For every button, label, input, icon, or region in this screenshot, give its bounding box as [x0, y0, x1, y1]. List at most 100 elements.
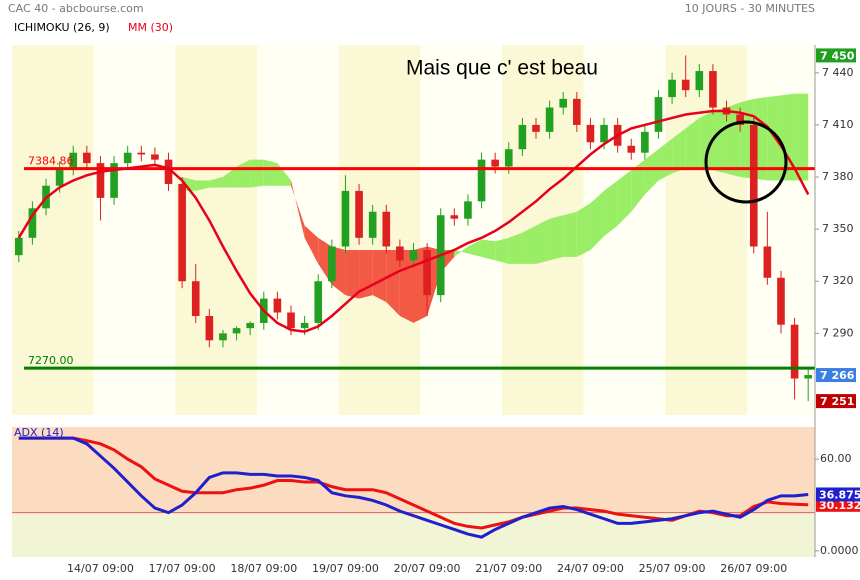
y-tick-label: 7 290 — [822, 326, 854, 339]
value-box — [816, 487, 860, 502]
price-marker-label: 7 251 — [820, 395, 854, 408]
day-band — [665, 45, 747, 415]
cloud-segment — [794, 93, 809, 181]
candle-body — [559, 98, 568, 108]
cloud-segment — [386, 249, 400, 316]
x-tick-label: 17/07 09:00 — [149, 562, 216, 575]
price-marker-label: 7 266 — [820, 369, 855, 382]
candle-body — [777, 277, 785, 325]
candle-body — [55, 168, 64, 186]
candle-body — [763, 246, 772, 278]
candle-body — [532, 124, 540, 132]
candle-body — [573, 98, 581, 125]
chart-title: CAC 40 - abcbourse.com — [8, 2, 144, 15]
cloud-segment — [549, 215, 564, 261]
candle-body — [246, 322, 254, 329]
cloud-segment — [535, 218, 550, 264]
candle-body — [641, 131, 649, 153]
cloud-segment — [780, 93, 795, 181]
cloud-segment — [522, 225, 536, 264]
candle-body — [627, 145, 636, 153]
zone — [12, 427, 815, 513]
annotation: Mais que c' est beau — [406, 57, 598, 80]
candle-body — [232, 328, 241, 334]
cloud-segment — [372, 249, 387, 303]
y-tick-label: 7 380 — [822, 170, 854, 183]
candle-body — [219, 333, 227, 341]
day-band — [175, 45, 257, 415]
indicator-label: ICHIMOKU (26, 9) — [14, 21, 110, 34]
candle-body — [14, 237, 23, 256]
price-marker — [816, 394, 856, 409]
candle-body — [804, 375, 813, 379]
cloud-segment — [304, 225, 319, 264]
cloud-segment — [672, 128, 686, 174]
chart-subtitle: 10 JOURS - 30 MINUTES — [685, 2, 815, 15]
y-tick-label: 0.0000 — [820, 544, 859, 557]
candle-body — [504, 149, 513, 167]
candle-body — [314, 281, 323, 323]
cloud-segment — [699, 111, 713, 171]
x-tick-label: 20/07 09:00 — [394, 562, 461, 575]
x-tick-label: 25/07 09:00 — [639, 562, 706, 575]
cloud-segment — [250, 159, 264, 188]
x-tick-label: 26/07 09:00 — [720, 562, 787, 575]
candle-body — [300, 322, 309, 329]
cloud-segment — [263, 159, 278, 186]
price-marker — [816, 368, 856, 383]
y-tick-label: 60.00 — [820, 452, 852, 465]
x-tick-label: 24/07 09:00 — [557, 562, 624, 575]
candle-body — [205, 315, 214, 341]
cloud-segment — [222, 166, 237, 188]
candle-body — [736, 114, 744, 125]
legend-entry: MM (30) — [128, 21, 173, 34]
candle-body — [450, 215, 459, 219]
axis-labels: 7 440 7 410 7 380 7 350 7 320 7 290 7 450 7 266… — [67, 48, 860, 575]
candle-body — [273, 298, 282, 313]
candle-body — [328, 246, 336, 282]
y-tick-label: 7 410 — [822, 118, 854, 131]
day-band — [93, 45, 176, 415]
candle-body — [151, 154, 159, 160]
day-band — [420, 45, 502, 415]
x-tick-label: 14/07 09:00 — [67, 562, 134, 575]
cloud-segment — [590, 190, 605, 250]
cloud-segment — [631, 159, 645, 212]
candle-body — [164, 159, 173, 184]
day-band — [338, 45, 421, 415]
price-marker — [816, 48, 856, 63]
candle-body — [28, 208, 37, 238]
plot-area: 7384.86 7270.00 — [12, 45, 815, 557]
cloud-segment — [291, 180, 305, 238]
x-tick-label: 19/07 09:00 — [312, 562, 379, 575]
candle-body — [790, 324, 799, 379]
candle-body — [600, 124, 608, 143]
cloud-segment — [236, 159, 251, 188]
candle-body — [96, 163, 105, 198]
cloud-segment — [209, 177, 223, 188]
candle-body — [586, 124, 595, 143]
candle-body — [83, 152, 91, 164]
day-band — [12, 45, 94, 415]
cloud-segment — [576, 203, 591, 257]
cloud-segment — [563, 211, 577, 257]
cloud-segment — [345, 249, 360, 299]
candle-body — [709, 71, 717, 108]
candle-body — [409, 249, 418, 261]
y-tick-label: 7 320 — [822, 274, 854, 287]
x-tick-label: 18/07 09:00 — [230, 562, 297, 575]
value-box-label: 36.875 — [819, 488, 860, 501]
candle-body — [123, 152, 132, 164]
candle-body — [368, 211, 377, 238]
candle-body — [355, 190, 363, 238]
cloud-segment — [195, 180, 210, 191]
candle-body — [491, 159, 499, 167]
level-label: 7384.86 — [28, 155, 74, 168]
candle-body — [695, 71, 704, 91]
candle-body — [110, 163, 118, 198]
cloud-segment — [481, 239, 496, 261]
adx-line — [18, 436, 809, 539]
x-tick-label: 21/07 09:00 — [475, 562, 542, 575]
candle-body — [477, 159, 486, 202]
